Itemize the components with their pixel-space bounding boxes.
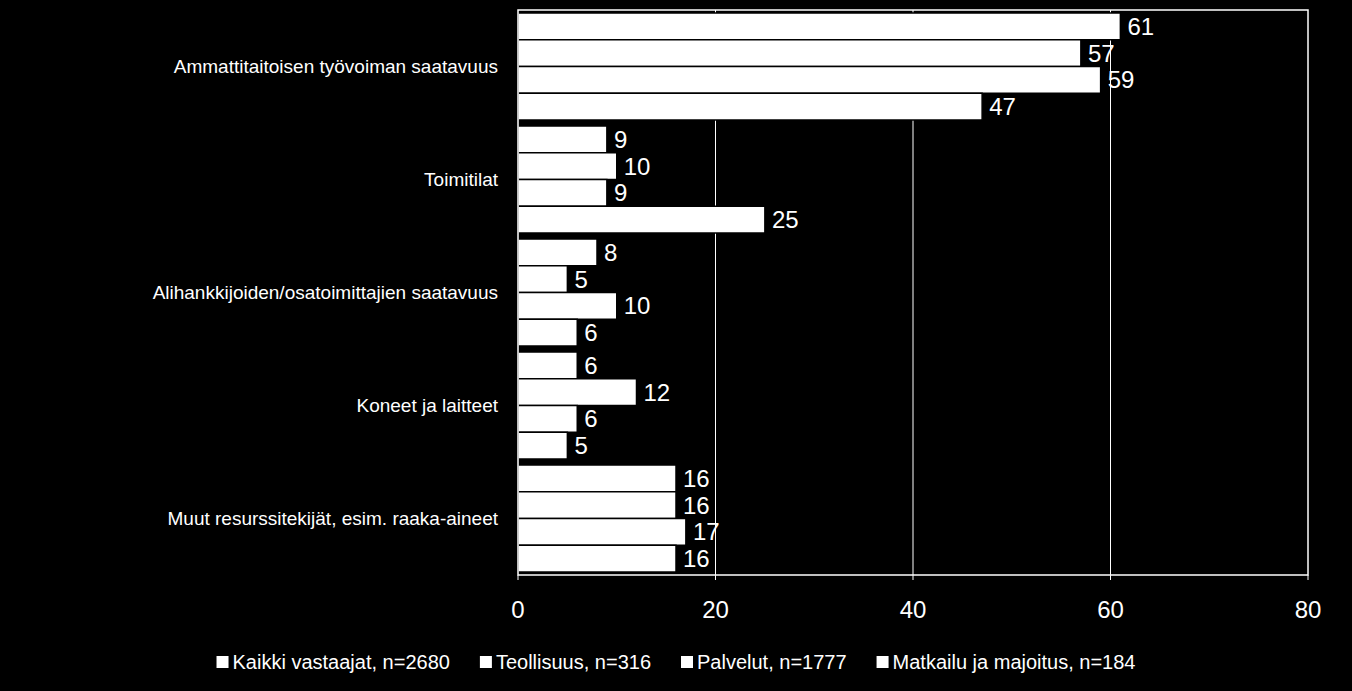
data-label: 59 xyxy=(1108,66,1135,93)
legend-marker xyxy=(681,656,693,668)
tick-mark xyxy=(913,575,914,580)
background xyxy=(0,0,1352,691)
grid-line xyxy=(1110,10,1111,575)
data-label: 9 xyxy=(614,126,627,153)
bars xyxy=(518,13,1120,572)
tick-label: 0 xyxy=(511,596,524,623)
bar xyxy=(518,13,1120,40)
data-label: 16 xyxy=(683,545,710,572)
bar xyxy=(518,266,567,293)
bar xyxy=(518,465,676,492)
data-label: 8 xyxy=(604,239,617,266)
bar xyxy=(518,352,577,379)
legend-marker xyxy=(877,656,889,668)
data-label: 10 xyxy=(624,153,651,180)
data-label: 16 xyxy=(683,465,710,492)
tick-label: 80 xyxy=(1295,596,1322,623)
tick-label: 20 xyxy=(702,596,729,623)
category-label: Koneet ja laitteet xyxy=(356,395,498,416)
bar xyxy=(518,406,577,433)
bar xyxy=(518,180,607,207)
bar xyxy=(518,239,597,266)
bar xyxy=(518,206,765,233)
bar xyxy=(518,67,1101,94)
data-label: 61 xyxy=(1127,13,1154,40)
data-label: 6 xyxy=(584,319,597,346)
data-label: 6 xyxy=(584,352,597,379)
legend-label: Teollisuus, n=316 xyxy=(496,651,651,673)
data-label: 57 xyxy=(1088,40,1115,67)
data-label: 5 xyxy=(574,266,587,293)
bar xyxy=(518,519,686,546)
data-label: 12 xyxy=(644,379,671,406)
bar xyxy=(518,492,676,519)
category-label: Muut resurssitekijät, esim. raaka-aineet xyxy=(167,508,498,529)
plot-frame xyxy=(518,10,1308,575)
data-label: 9 xyxy=(614,179,627,206)
legend-label: Kaikki vastaajat, n=2680 xyxy=(233,651,450,673)
category-label: Toimitilat xyxy=(424,169,499,190)
bar xyxy=(518,379,637,406)
bar xyxy=(518,153,617,180)
category-label: Ammattitaitoisen työvoiman saatavuus xyxy=(174,56,498,77)
category-label: Alihankkijoiden/osatoimittajien saatavuu… xyxy=(153,282,498,303)
legend-marker xyxy=(217,656,229,668)
tick-mark xyxy=(1308,575,1309,580)
tick-label: 60 xyxy=(1097,596,1124,623)
legend: Kaikki vastaajat, n=2680 Teollisuus, n=31… xyxy=(217,651,1136,673)
bar xyxy=(518,126,607,153)
bar xyxy=(518,40,1081,67)
legend-marker xyxy=(480,656,492,668)
bar xyxy=(518,432,567,459)
bar xyxy=(518,545,676,572)
tick-mark xyxy=(715,575,716,580)
bar xyxy=(518,319,577,346)
bar xyxy=(518,93,982,120)
tick-label: 40 xyxy=(900,596,927,623)
legend-label: Palvelut, n=1777 xyxy=(697,651,847,673)
bar xyxy=(518,293,617,320)
data-label: 16 xyxy=(683,492,710,519)
legend-label: Matkailu ja majoitus, n=184 xyxy=(893,651,1136,673)
tick-mark xyxy=(1110,575,1111,580)
chart: 6198616571051216599106174725651602040608… xyxy=(0,0,1352,691)
data-label: 25 xyxy=(772,206,799,233)
data-label: 6 xyxy=(584,405,597,432)
data-label: 5 xyxy=(574,432,587,459)
data-label: 17 xyxy=(693,518,720,545)
data-label: 10 xyxy=(624,292,651,319)
data-label: 47 xyxy=(989,93,1016,120)
tick-mark xyxy=(518,575,519,580)
